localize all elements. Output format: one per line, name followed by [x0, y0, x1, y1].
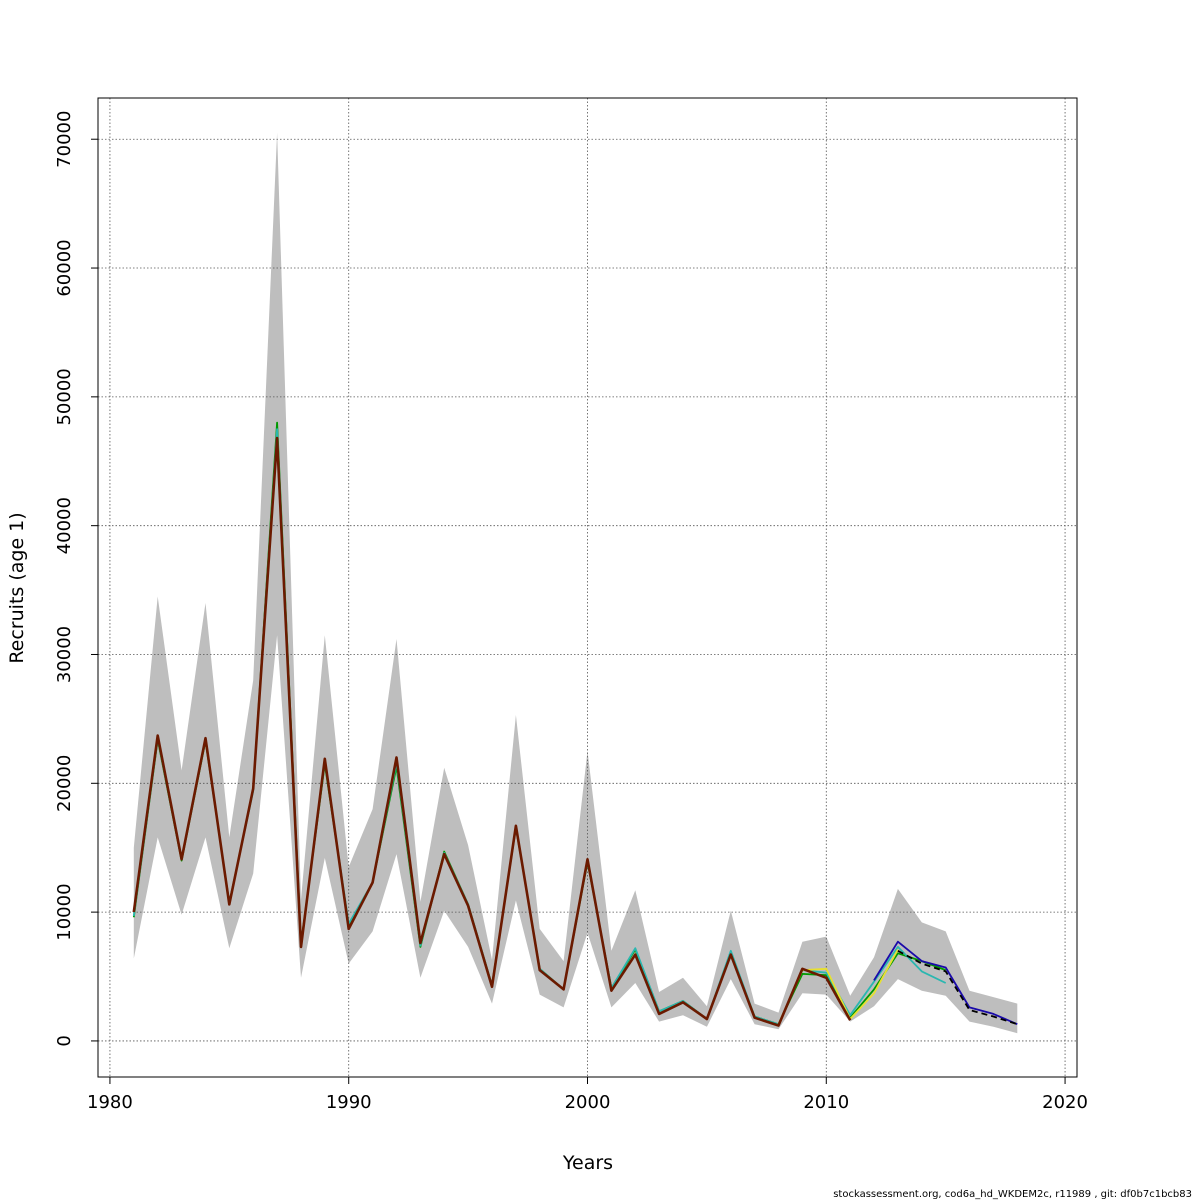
x-tick-label: 1990 [326, 1092, 372, 1113]
y-tick-label: 0 [54, 1035, 75, 1046]
x-tick-label: 2020 [1042, 1092, 1088, 1113]
series-line [132, 436, 852, 1027]
x-axis-title: Years [562, 1152, 613, 1174]
series-line [873, 940, 1018, 1026]
y-tick-label: 70000 [54, 111, 75, 168]
series-layer [132, 421, 1018, 1027]
footer-credit: stockassessment.org, cod6a_hd_WKDEM2c, r… [833, 1189, 1192, 1200]
grid-layer [98, 98, 1077, 1077]
x-tick-label: 1980 [87, 1092, 133, 1113]
x-tick-label: 2000 [565, 1092, 611, 1113]
y-axis-title: Recruits (age 1) [6, 512, 28, 663]
y-tick-label: 50000 [54, 368, 75, 425]
y-tick-label: 30000 [54, 626, 75, 683]
confidence-band [133, 132, 1018, 1034]
series-line [897, 950, 1018, 1026]
x-tick-label: 2010 [803, 1092, 849, 1113]
axis-layer: 1980 1990 2000 2010 2020 0 10000 20000 30000 4000… [54, 111, 1088, 1113]
y-tick-label: 10000 [54, 883, 75, 940]
y-tick-label: 60000 [54, 239, 75, 296]
y-tick-label: 40000 [54, 497, 75, 554]
confidence-band-layer [133, 132, 1018, 1034]
y-tick-label: 20000 [54, 755, 75, 812]
